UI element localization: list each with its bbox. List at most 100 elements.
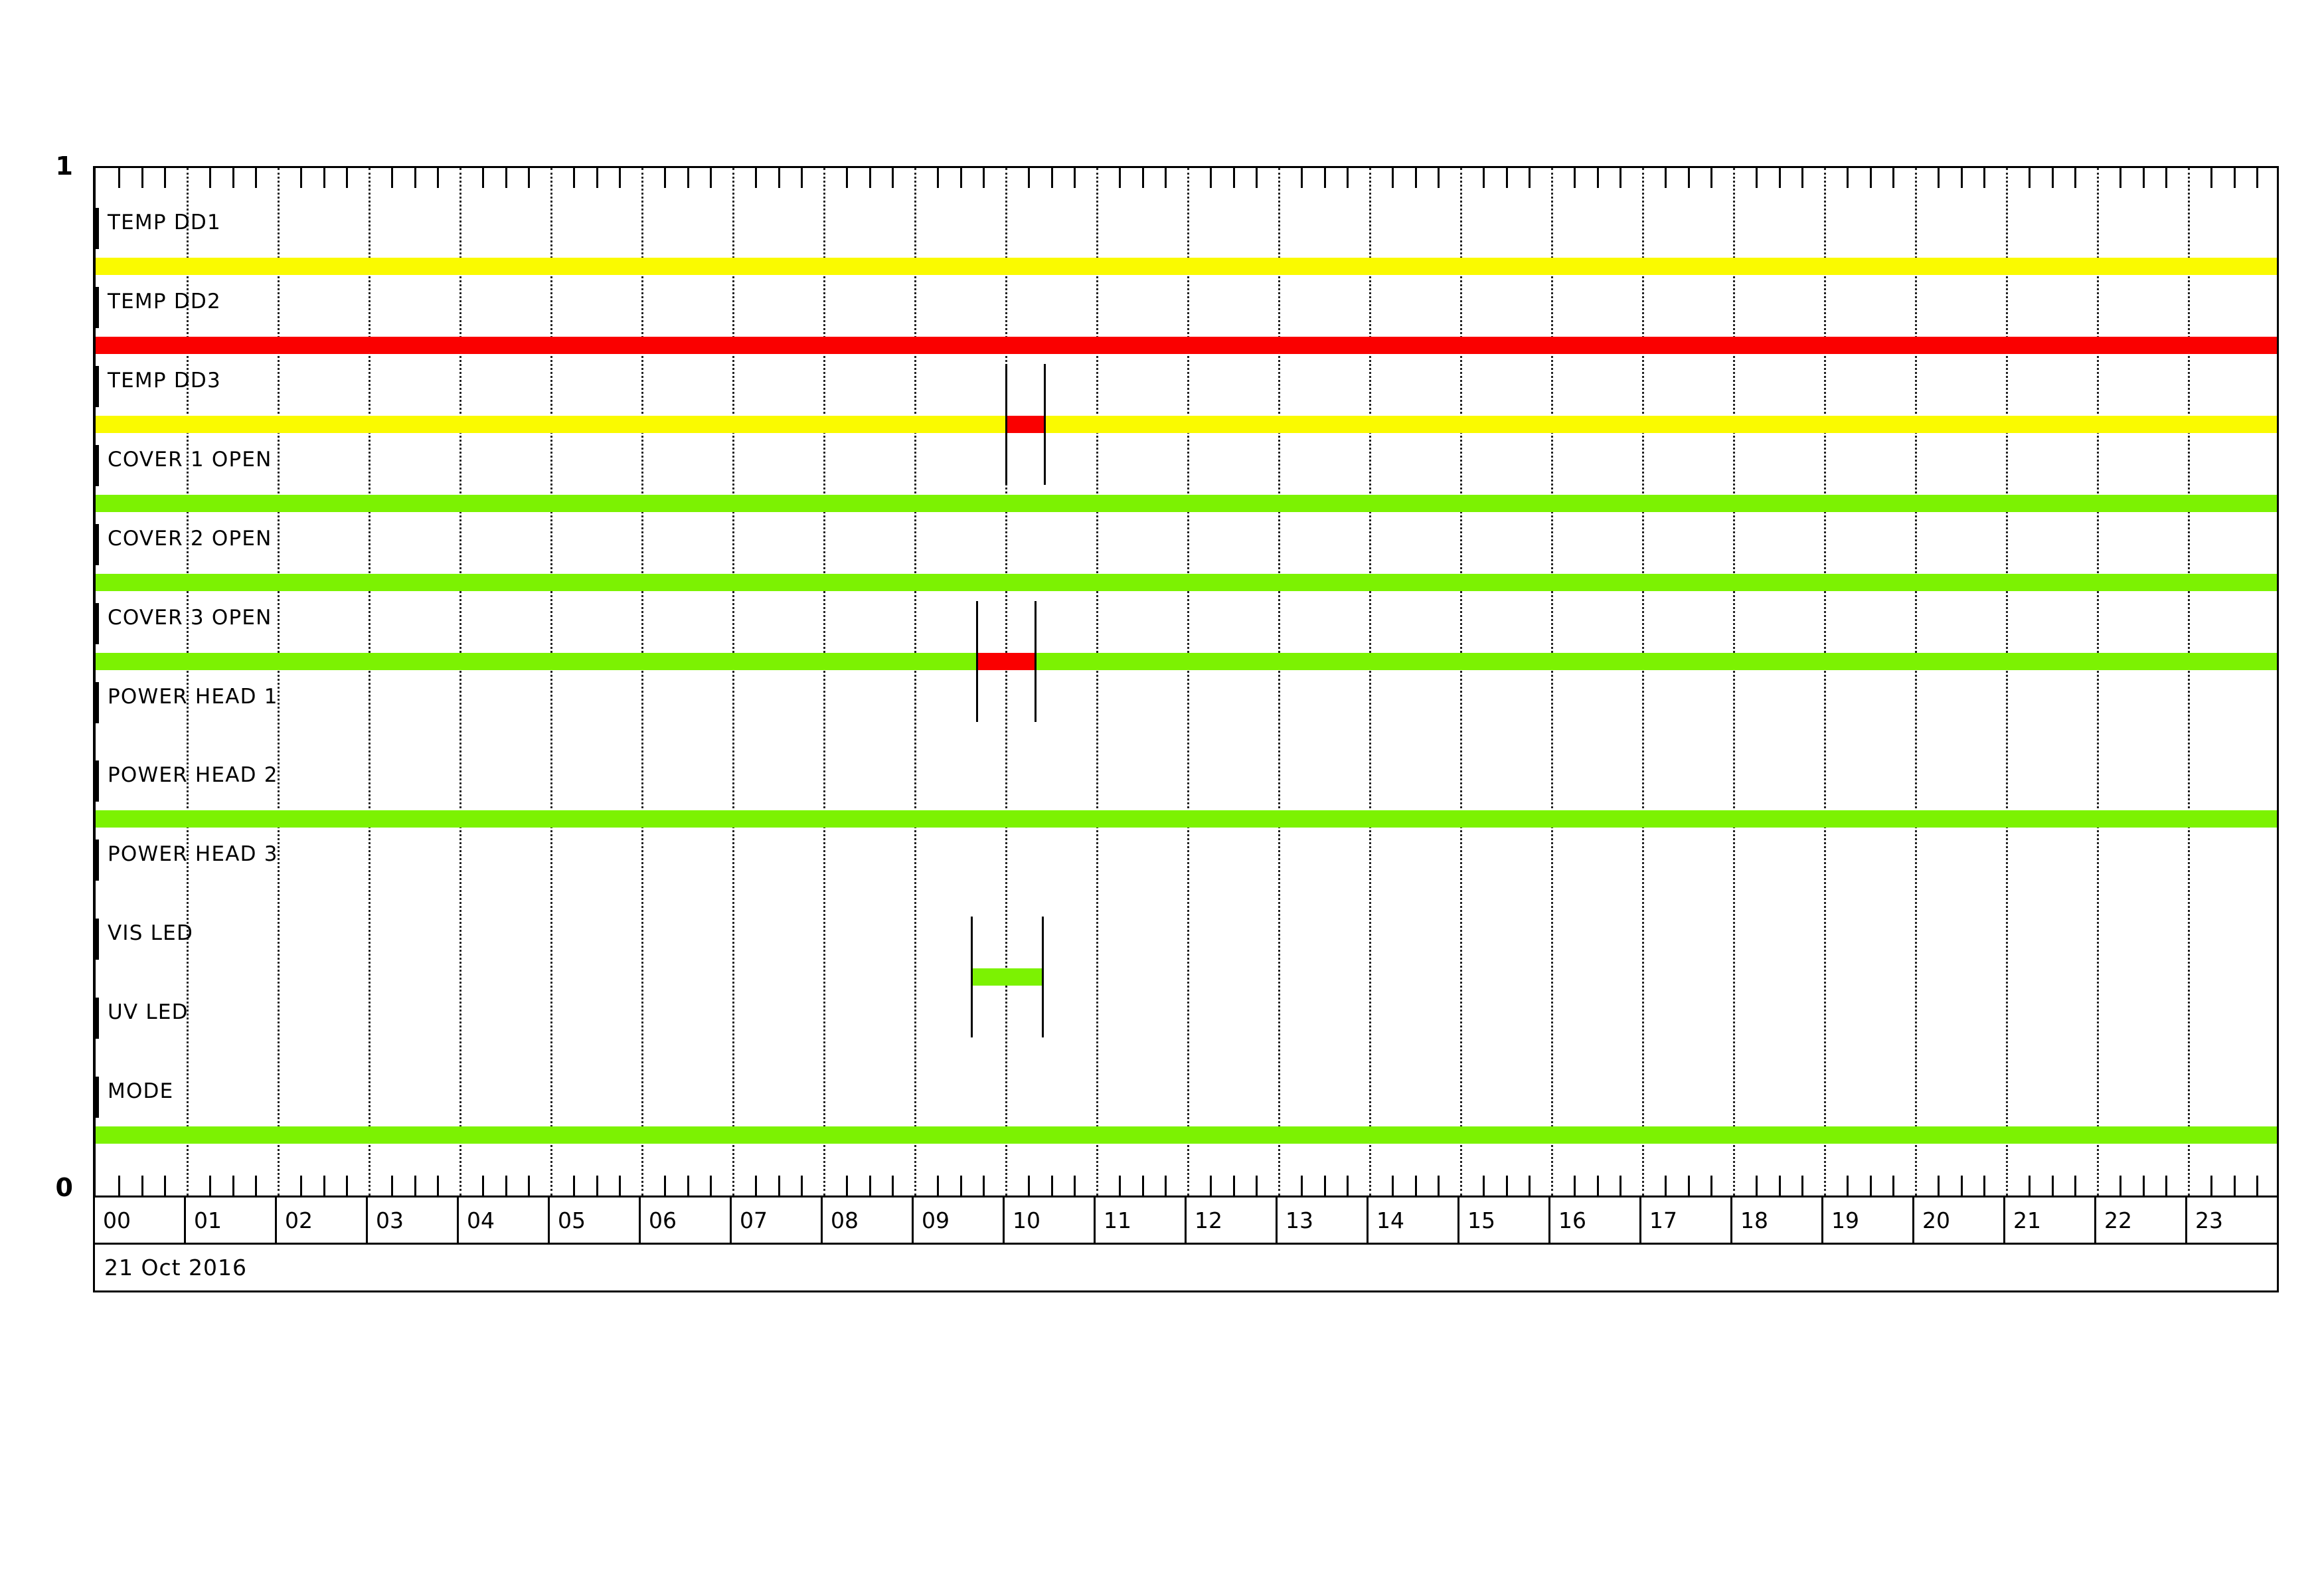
tick-bot-18-30 xyxy=(1778,1176,1781,1196)
tick-bot-07-45 xyxy=(800,1176,803,1196)
tick-top-12-45 xyxy=(1255,168,1258,188)
tick-bot-07-30 xyxy=(778,1176,780,1196)
hour-cell-20: 20 xyxy=(1914,1197,2005,1243)
y-axis-top-label: 1 xyxy=(55,151,73,181)
tick-bot-00-15 xyxy=(118,1176,121,1196)
gridline-hour-23 xyxy=(2188,168,2190,1196)
tick-bot-20-30 xyxy=(1960,1176,1963,1196)
tick-top-15-45 xyxy=(1528,168,1531,188)
tick-bot-05-30 xyxy=(596,1176,598,1196)
status-bar-mode[interactable] xyxy=(96,1126,2277,1144)
tick-bot-13-45 xyxy=(1346,1176,1349,1196)
segment-red-1[interactable] xyxy=(976,652,1035,670)
segment-red-0[interactable] xyxy=(96,336,2277,354)
row-stub-4 xyxy=(96,523,99,565)
tick-bot-08-15 xyxy=(846,1176,849,1196)
tick-bot-02-15 xyxy=(300,1176,303,1196)
status-bar-temp-dd1[interactable] xyxy=(96,257,2277,275)
segment-yellow-0[interactable] xyxy=(96,415,1005,433)
tick-top-22-15 xyxy=(2119,168,2122,188)
event-marker-5-1 xyxy=(1034,600,1037,722)
tick-bot-10-15 xyxy=(1028,1176,1031,1196)
channel-label-temp-dd2: TEMP DD2 xyxy=(108,289,221,313)
tick-bot-08-45 xyxy=(891,1176,894,1196)
tick-top-01-15 xyxy=(209,168,212,188)
tick-top-09-45 xyxy=(982,168,985,188)
tick-top-02-30 xyxy=(323,168,325,188)
gridline-hour-14 xyxy=(1369,168,1371,1196)
tick-bot-21-15 xyxy=(2029,1176,2031,1196)
tick-bot-12-45 xyxy=(1255,1176,1258,1196)
segment-yellow-0[interactable] xyxy=(96,257,2277,275)
tick-top-05-15 xyxy=(573,168,576,188)
tick-bot-09-15 xyxy=(937,1176,940,1196)
tick-top-14-15 xyxy=(1392,168,1394,188)
status-bar-cover-1-open[interactable] xyxy=(96,494,2277,512)
tick-top-04-30 xyxy=(505,168,507,188)
row-stub-0 xyxy=(96,208,99,249)
status-bar-temp-dd3[interactable] xyxy=(96,415,2277,433)
gridline-hour-12 xyxy=(1187,168,1189,1196)
tick-top-12-15 xyxy=(1210,168,1212,188)
tick-top-07-30 xyxy=(778,168,780,188)
row-stub-1 xyxy=(96,286,99,328)
gridline-hour-13 xyxy=(1278,168,1280,1196)
gridline-hour-03 xyxy=(369,168,371,1196)
hour-cell-17: 17 xyxy=(1641,1197,1732,1243)
segment-green-0[interactable] xyxy=(96,1126,2277,1144)
segment-yellow-2[interactable] xyxy=(1043,415,2277,433)
tick-bot-16-15 xyxy=(1574,1176,1576,1196)
row-stub-6 xyxy=(96,681,99,723)
tick-bot-16-30 xyxy=(1596,1176,1599,1196)
gridline-hour-01 xyxy=(187,168,189,1196)
tick-top-07-45 xyxy=(800,168,803,188)
tick-top-05-30 xyxy=(596,168,598,188)
channel-label-temp-dd3: TEMP DD3 xyxy=(108,368,221,393)
tick-top-03-30 xyxy=(414,168,416,188)
tick-top-03-15 xyxy=(391,168,394,188)
tick-bot-14-30 xyxy=(1414,1176,1417,1196)
row-stub-10 xyxy=(96,998,99,1039)
segment-red-1[interactable] xyxy=(1005,415,1044,433)
hour-cell-08: 08 xyxy=(823,1197,914,1243)
segment-green-0[interactable] xyxy=(96,494,2277,512)
tick-bot-04-15 xyxy=(482,1176,485,1196)
segment-green-0[interactable] xyxy=(96,652,977,670)
tick-bot-19-45 xyxy=(1892,1176,1894,1196)
tick-bot-14-15 xyxy=(1392,1176,1394,1196)
tick-top-14-30 xyxy=(1414,168,1417,188)
gridline-hour-11 xyxy=(1096,168,1098,1196)
tick-top-14-45 xyxy=(1437,168,1440,188)
tick-top-01-30 xyxy=(232,168,234,188)
channel-label-vis-led: VIS LED xyxy=(108,921,194,946)
status-bar-power-head-2[interactable] xyxy=(96,810,2277,828)
hour-label-band: 00 01 02 03 04 05 06 07 08 09 10 11 12 13 14 15 16 17 18 19… xyxy=(93,1196,2279,1245)
hour-cell-10: 10 xyxy=(1005,1197,1096,1243)
tick-bot-17-15 xyxy=(1665,1176,1667,1196)
tick-top-20-30 xyxy=(1960,168,1963,188)
status-bar-vis-led[interactable] xyxy=(96,968,2277,986)
gridline-hour-09 xyxy=(914,168,916,1196)
tick-bot-01-30 xyxy=(232,1176,234,1196)
hour-cell-00: 00 xyxy=(95,1197,186,1243)
status-bar-temp-dd2[interactable] xyxy=(96,336,2277,354)
tick-top-18-15 xyxy=(1756,168,1758,188)
segment-green-0[interactable] xyxy=(970,968,1042,986)
status-bar-cover-2-open[interactable] xyxy=(96,573,2277,591)
tick-bot-10-30 xyxy=(1050,1176,1053,1196)
gridline-hour-10 xyxy=(1005,168,1007,1196)
tick-top-19-45 xyxy=(1892,168,1894,188)
tick-top-20-45 xyxy=(1983,168,1985,188)
tick-bot-21-30 xyxy=(2051,1176,2054,1196)
hour-cell-13: 13 xyxy=(1278,1197,1369,1243)
segment-green-0[interactable] xyxy=(96,810,2277,828)
tick-bot-05-15 xyxy=(573,1176,576,1196)
tick-top-11-30 xyxy=(1141,168,1144,188)
tick-top-13-15 xyxy=(1301,168,1303,188)
segment-green-0[interactable] xyxy=(96,573,2277,591)
tick-bot-11-30 xyxy=(1141,1176,1144,1196)
segment-green-2[interactable] xyxy=(1034,652,2277,670)
hour-cell-22: 22 xyxy=(2096,1197,2187,1243)
status-bar-cover-3-open[interactable] xyxy=(96,652,2277,670)
